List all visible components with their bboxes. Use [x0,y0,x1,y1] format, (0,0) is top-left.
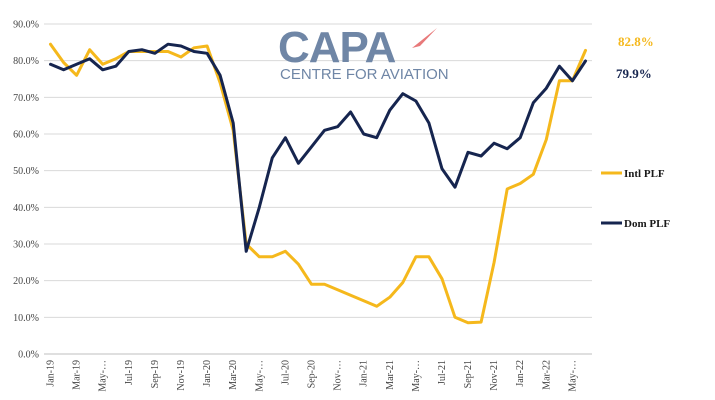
x-tick-label: Nov-19 [176,360,187,391]
x-tick-label: Jan-19 [46,360,57,387]
legend-item-intl: Intl PLF [601,168,665,180]
x-tick-label: Jan-21 [359,360,370,387]
x-tick-label: Jul-19 [124,360,135,385]
y-tick-label: 90.0% [13,20,39,31]
legend: Intl PLF Dom PLF [601,168,670,230]
series-lines [49,42,587,325]
x-tick-label: Jan-20 [202,360,213,387]
y-tick-label: 60.0% [13,130,39,141]
y-tick-label: 70.0% [13,93,39,104]
logo-accent-mark [412,28,437,48]
y-tick-label: 40.0% [13,203,39,214]
intl-end-label: 82.8% [618,34,654,49]
x-tick-label: Sep-20 [306,360,317,388]
y-tick-label: 0.0% [18,350,39,361]
y-tick-label: 30.0% [13,240,39,251]
x-tick-label: May-… [567,360,578,392]
y-tick-labels: 0.0% 10.0% 20.0% 30.0% 40.0% 50.0% 60.0% 70.0% 8… [13,20,39,361]
x-tick-label: May-… [254,360,265,392]
x-tick-label: Sep-19 [150,360,161,388]
x-tick-label: May-… [98,360,109,392]
logo-main-text: CAPA [278,23,396,72]
y-tick-label: 50.0% [13,166,39,177]
dom-plf-line [49,42,587,253]
x-tick-label: Jul-21 [437,360,448,385]
x-tick-label: May-… [411,360,422,392]
logo-sub-text: CENTRE FOR AVIATION [280,66,449,83]
capa-logo: CAPA CENTRE FOR AVIATION [278,23,449,83]
y-tick-label: 80.0% [13,56,39,67]
x-tick-label: Nov-21 [489,360,500,391]
x-tick-label: Mar-21 [385,360,396,390]
x-tick-label: Mar-22 [541,360,552,390]
x-tick-label: Nov-… [333,360,344,391]
gridlines [44,23,592,318]
x-tick-label: Jul-20 [280,360,291,385]
legend-label-dom: Dom PLF [624,218,670,230]
x-tick-label: Mar-20 [228,360,239,390]
legend-label-intl: Intl PLF [624,168,665,180]
x-tick-label: Sep-21 [463,360,474,388]
y-tick-label: 10.0% [13,313,39,324]
y-tick-label: 20.0% [13,276,39,287]
x-tick-label: Mar-19 [72,360,83,390]
x-tick-labels: Jan-19 Mar-19 May-… Jul-19 Sep-19 Nov-19 Jan-2… [46,360,579,392]
dom-end-label: 79.9% [616,66,652,81]
x-tick-label: Jan-22 [515,360,526,387]
legend-item-dom: Dom PLF [601,218,670,230]
